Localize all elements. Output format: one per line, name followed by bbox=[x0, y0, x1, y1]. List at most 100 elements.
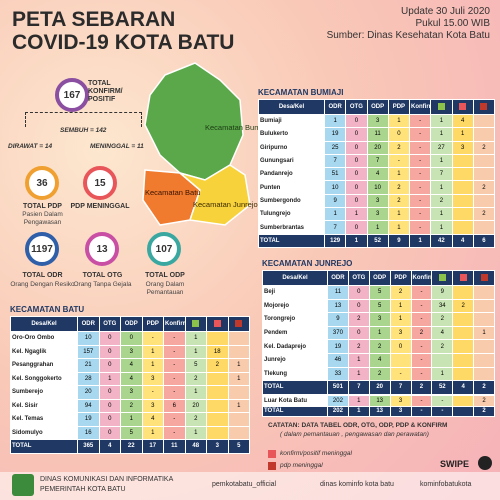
table-block: KECAMATAN BATU Desa/Kel ODR OTG ODP PDP Konfir… bbox=[10, 305, 250, 454]
legend-text: pdp meninggal bbox=[280, 462, 323, 469]
row-label: Tulungrejo bbox=[258, 207, 325, 222]
table-title: KECAMATAN BUMIAJI bbox=[258, 88, 344, 97]
cell bbox=[431, 352, 454, 368]
cell: 0 bbox=[98, 358, 121, 373]
cell: 33 bbox=[327, 366, 349, 382]
cell: 0 bbox=[120, 331, 143, 346]
cell: 2 bbox=[472, 207, 496, 222]
data-row: Pendem 370 0 1 3 2 4 1 bbox=[262, 325, 495, 341]
cell: 3 bbox=[451, 140, 474, 155]
cell bbox=[473, 298, 495, 314]
cell bbox=[452, 366, 475, 382]
cell: 4 bbox=[452, 380, 475, 395]
cell: 3 bbox=[389, 405, 412, 417]
row-label: Oro-Oro Ombo bbox=[10, 331, 78, 346]
row-label: TOTAL bbox=[262, 405, 328, 417]
row-label: Kel. Temas bbox=[10, 412, 78, 427]
cell: 10 bbox=[77, 331, 100, 346]
map-region bbox=[179, 164, 251, 226]
header-icon bbox=[227, 316, 250, 332]
total-row: TOTAL 365 4 22 17 11 48 3 5 bbox=[10, 439, 250, 454]
cell: - bbox=[410, 395, 433, 407]
row-label: Tlekung bbox=[262, 366, 328, 382]
data-row: Giripurno 25 0 20 2-27 3 2 bbox=[258, 140, 496, 155]
cell: 0 bbox=[345, 167, 368, 182]
swipe-arrow[interactable] bbox=[478, 456, 492, 470]
data-row: Kel. Dadaprejo 19 2 2 0-2 bbox=[262, 339, 495, 354]
cell: 0 bbox=[345, 127, 368, 142]
data-row: Bulukerto 19 0 11 0-1 1 bbox=[258, 127, 496, 142]
cell: 2 bbox=[387, 193, 411, 209]
data-row: Tulungrejo 1 1 3 1-1 2 bbox=[258, 207, 496, 222]
header-cell: OTG bbox=[347, 270, 370, 286]
update-time: Pukul 15.00 WIB bbox=[415, 18, 490, 29]
cell: 1 bbox=[387, 113, 411, 129]
cell: 19 bbox=[77, 412, 100, 427]
row-label: Sumberbrantas bbox=[258, 220, 325, 235]
cell: - bbox=[410, 352, 433, 368]
cell bbox=[452, 312, 475, 327]
icon bbox=[459, 273, 467, 281]
cell: 3 bbox=[120, 385, 143, 400]
data-row: Kel. Songgokerto 28 1 4 3-2 1 bbox=[10, 371, 250, 386]
cell: 5 bbox=[227, 439, 250, 454]
header-icon bbox=[206, 316, 229, 332]
cell: - bbox=[163, 344, 186, 359]
cell: 1 bbox=[430, 113, 453, 129]
stat-badge: 167 bbox=[55, 78, 89, 112]
total-row: TOTAL 129 1 52 9 1 42 4 6 bbox=[258, 233, 496, 248]
cell bbox=[472, 220, 496, 235]
cell: 2 bbox=[431, 312, 454, 327]
header-cell: PDP bbox=[389, 270, 412, 286]
cell: 17 bbox=[141, 439, 164, 454]
row-label: TOTAL bbox=[258, 233, 325, 248]
cell: 1 bbox=[387, 167, 411, 182]
data-row: Pandanrejo 51 0 4 1-7 bbox=[258, 167, 496, 182]
cell: 13 bbox=[368, 405, 391, 417]
cell bbox=[473, 366, 495, 382]
cell bbox=[227, 385, 250, 400]
cell: 2 bbox=[472, 180, 496, 195]
row-label: TOTAL bbox=[10, 439, 78, 454]
stat-badge: 107 bbox=[147, 232, 181, 266]
cell: - bbox=[431, 395, 454, 407]
row-label: Torongrejo bbox=[262, 312, 328, 327]
cell: 1 bbox=[323, 207, 347, 222]
cell: 46 bbox=[327, 352, 349, 368]
data-row: Sumberejo 20 0 3- -1 bbox=[10, 385, 250, 400]
cell: 4 bbox=[451, 233, 474, 248]
cell bbox=[452, 285, 475, 300]
cell: 501 bbox=[327, 380, 349, 395]
header-cell: ODP bbox=[120, 316, 143, 332]
cell bbox=[451, 220, 474, 235]
data-row: Tlekung 33 1 2- -1 bbox=[262, 366, 495, 382]
title-line: PETA SEBARAN bbox=[12, 8, 176, 31]
connector bbox=[25, 112, 142, 127]
cell bbox=[451, 167, 474, 182]
stat-badge: 13 bbox=[85, 232, 119, 266]
cell bbox=[472, 167, 496, 182]
legend-icon bbox=[268, 450, 276, 458]
cell: 1 bbox=[430, 127, 453, 142]
cell: - bbox=[431, 405, 454, 417]
header-icon bbox=[473, 270, 495, 286]
header-cell: PDP bbox=[387, 99, 411, 115]
cell: 1 bbox=[430, 220, 453, 235]
icon bbox=[213, 319, 221, 327]
cell: 6 bbox=[163, 398, 186, 413]
swipe[interactable]: SWIPE bbox=[440, 459, 470, 469]
row-label: Kel. Songgokerto bbox=[10, 371, 78, 386]
cell: 0 bbox=[345, 140, 368, 155]
cell: 5 bbox=[368, 285, 391, 300]
cell: 13 bbox=[327, 298, 349, 314]
cell: 4 bbox=[431, 325, 454, 341]
cell: 0 bbox=[387, 127, 411, 142]
cell: 20 bbox=[77, 385, 100, 400]
cell: 1 bbox=[366, 220, 389, 235]
cell: 2 bbox=[347, 312, 370, 327]
cell: 2 bbox=[184, 412, 207, 427]
cell: 20 bbox=[184, 398, 207, 413]
cell: 1 bbox=[227, 358, 250, 373]
stat-sub: Orang Dalam Pemantauan bbox=[145, 281, 185, 296]
cell: 13 bbox=[368, 395, 391, 407]
